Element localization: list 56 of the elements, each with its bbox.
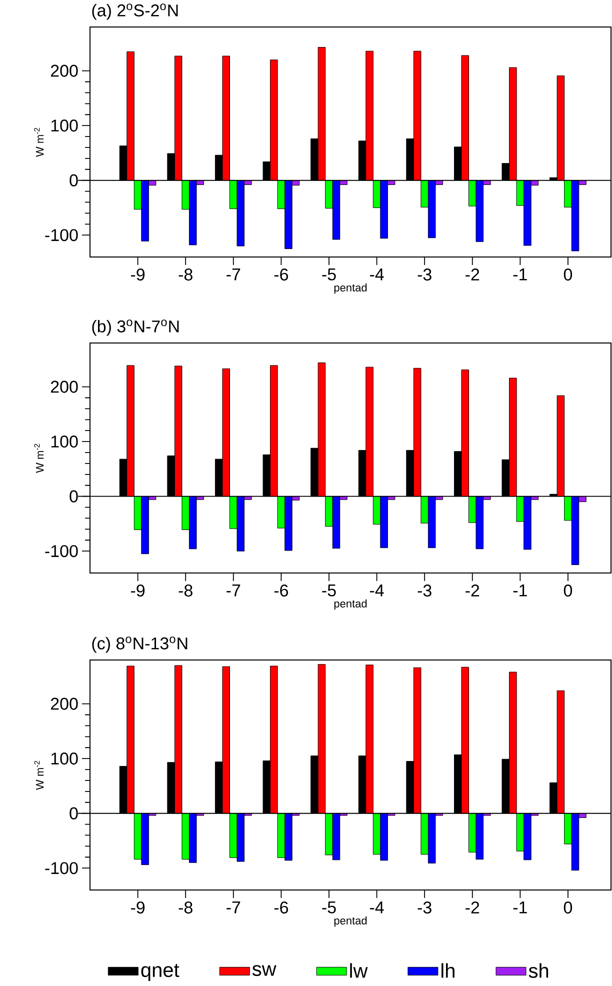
x-tick-label: -4	[370, 902, 384, 914]
legend-label: qnet	[141, 964, 180, 982]
x-tick-label: -7	[226, 584, 240, 596]
x-tick-label: -4	[370, 584, 384, 596]
y-tick-label: 0	[70, 490, 78, 502]
y-axis-title: W m$^{-2}$	[34, 128, 44, 157]
x-tick-label: -5	[322, 584, 336, 596]
y-tick-label: 200	[50, 380, 78, 393]
y-tick-label: -100	[45, 229, 78, 242]
x-tick-label: -2	[466, 584, 480, 596]
y-tick-label: 100	[51, 120, 78, 132]
legend-label: lw	[350, 963, 368, 978]
x-tick-label: -5	[322, 268, 336, 280]
legend-label: lh	[442, 963, 454, 978]
x-tick-label: -3	[418, 902, 432, 914]
x-tick-label: -7	[226, 268, 240, 280]
x-tick-label: -1	[513, 584, 527, 596]
y-tick-label: 0	[70, 174, 78, 186]
x-tick-label: -3	[418, 268, 432, 281]
x-tick-label: -2	[466, 268, 480, 280]
x-tick-label: 0	[564, 902, 572, 914]
legend-label: sw	[252, 965, 276, 976]
chart-title: (b) 3$^{o}$N-7$^{o}$N	[92, 320, 179, 336]
chart-title: (c) 8$^{o}$N-13$^{o}$N	[92, 636, 188, 653]
x-tick-label: -9	[130, 584, 145, 597]
x-tick-label: -8	[178, 268, 192, 281]
x-axis-title: pentad	[334, 283, 367, 294]
x-tick-label: -7	[226, 902, 240, 914]
y-tick-label: 200	[50, 698, 78, 710]
y-axis-title: W m$^{-2}$	[34, 760, 44, 790]
y-tick-label: 0	[70, 807, 78, 820]
x-tick-label: 0	[564, 584, 572, 597]
y-tick-label: 100	[51, 752, 78, 765]
y-axis-title: W m$^{-2}$	[34, 444, 44, 473]
chart-title: (a) 2$^{o}$S-2$^{o}$N	[92, 4, 178, 20]
legend-label: sh	[528, 963, 548, 978]
x-axis-title: pentad	[334, 599, 367, 610]
x-tick-label: -3	[418, 584, 432, 597]
x-tick-label: -4	[370, 268, 384, 280]
x-tick-label: 0	[564, 268, 572, 281]
x-tick-label: -9	[130, 902, 145, 914]
x-tick-label: -8	[178, 902, 192, 914]
x-axis-title: pentad	[334, 916, 367, 927]
y-tick-label: 200	[50, 64, 78, 77]
y-tick-label: -100	[45, 545, 78, 558]
x-tick-label: -8	[178, 584, 192, 597]
y-tick-label: -100	[45, 862, 78, 874]
x-tick-label: -6	[274, 584, 288, 597]
x-tick-label: -6	[274, 902, 288, 914]
x-tick-label: -2	[466, 902, 480, 914]
x-tick-label: -1	[513, 902, 527, 914]
x-tick-label: -5	[322, 902, 336, 914]
x-tick-label: -9	[130, 268, 145, 281]
x-tick-label: -6	[274, 268, 288, 281]
x-tick-label: -1	[513, 268, 527, 280]
y-tick-label: 100	[51, 436, 78, 448]
